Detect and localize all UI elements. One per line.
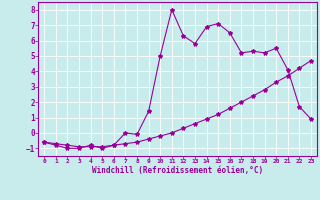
X-axis label: Windchill (Refroidissement éolien,°C): Windchill (Refroidissement éolien,°C) bbox=[92, 166, 263, 175]
